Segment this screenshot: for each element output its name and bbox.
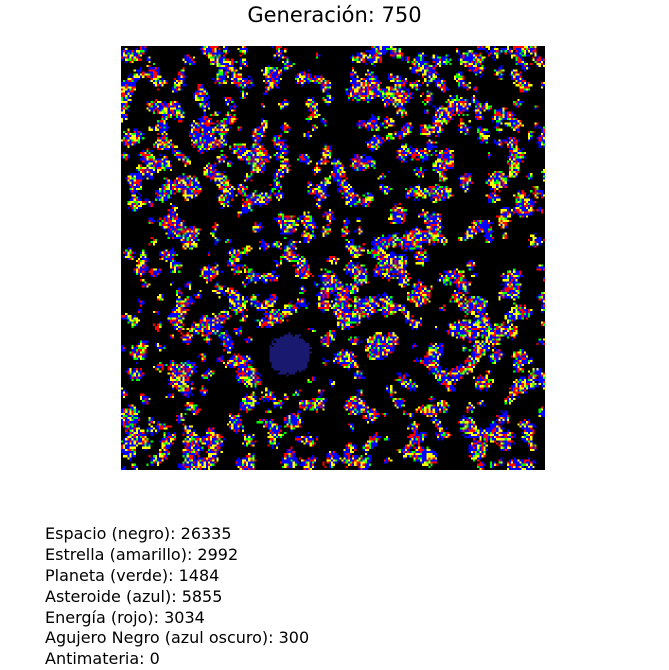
generation-title: Generación: 750: [247, 3, 422, 27]
count-asteroide: Asteroide (azul): 5855: [45, 586, 223, 606]
cell-counts-list: Espacio (negro): 26335 Estrella (amarill…: [45, 524, 309, 670]
count-agujero-negro: Agujero Negro (azul oscuro): 300: [45, 628, 310, 648]
count-antimateria: Antimateria: 0: [45, 649, 160, 669]
count-energia: Energía (rojo): 3034: [45, 607, 205, 627]
count-espacio: Espacio (negro): 26335: [45, 524, 232, 543]
count-planeta: Planeta (verde): 1484: [45, 565, 220, 585]
simulation-grid: [121, 46, 545, 470]
count-estrella: Estrella (amarillo): 2992: [45, 544, 239, 564]
